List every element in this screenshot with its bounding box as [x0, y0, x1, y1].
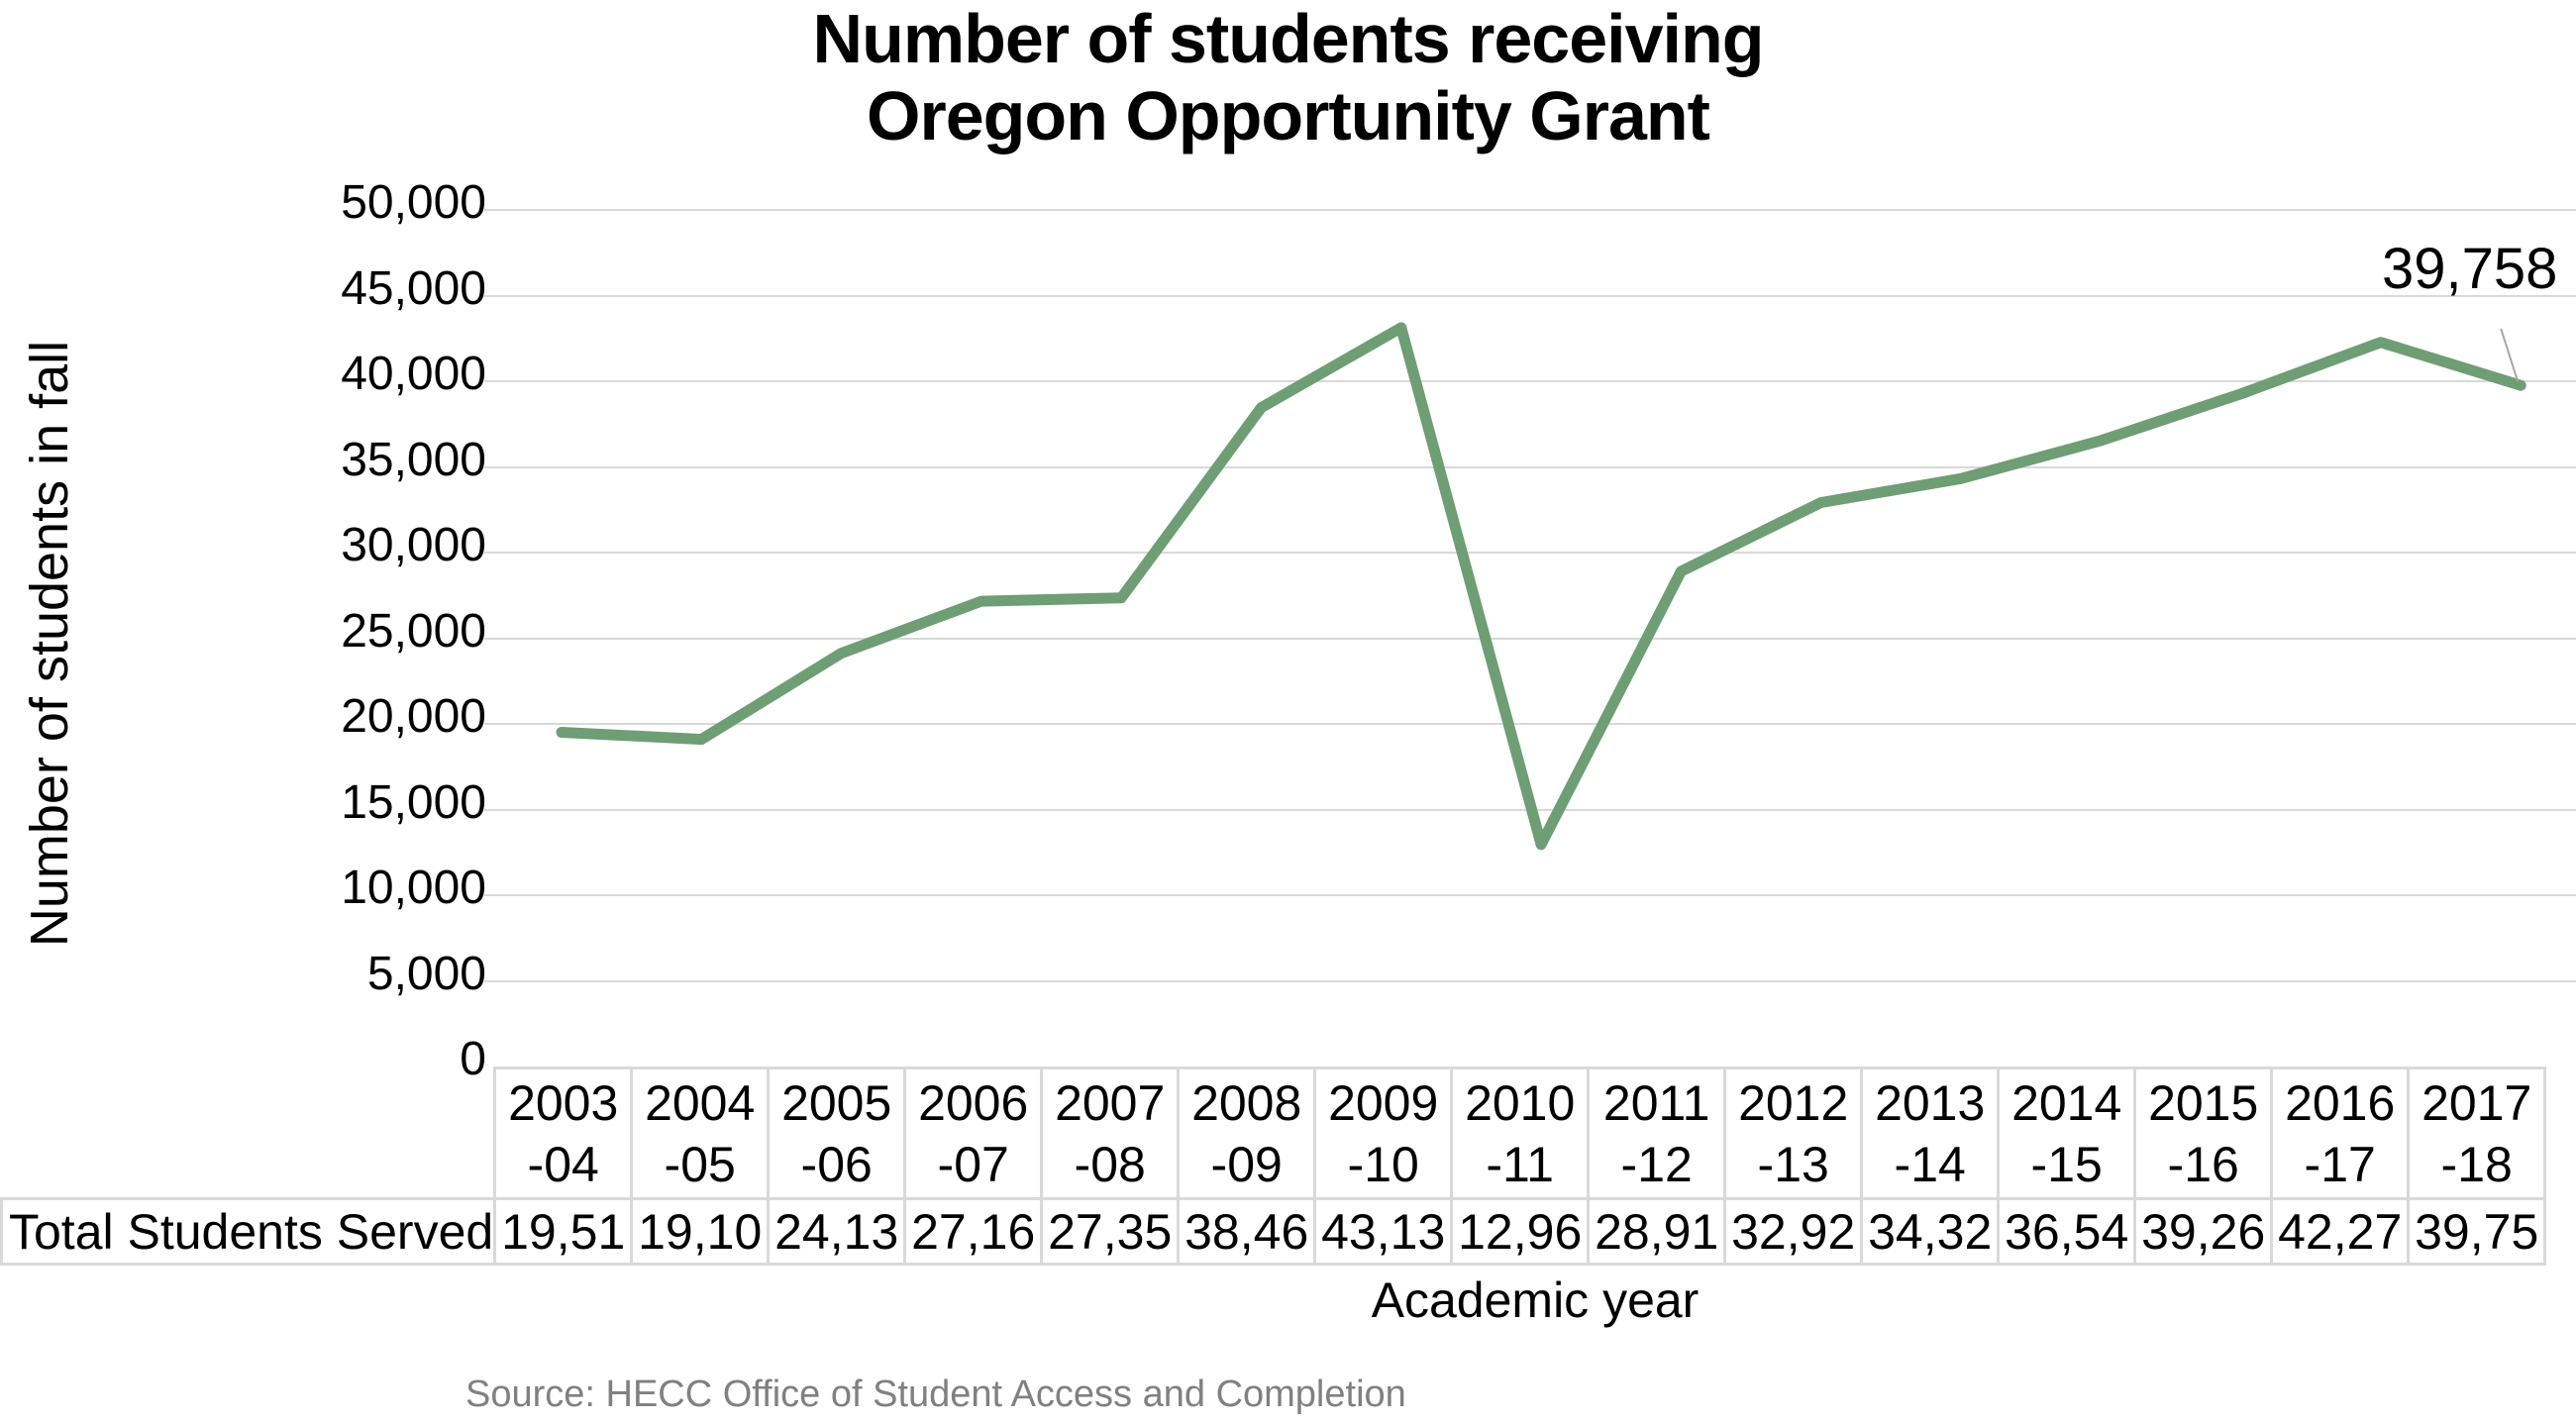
category-header: 2007 -08 — [1040, 1067, 1181, 1200]
category-suffix: -04 — [527, 1136, 599, 1192]
table-value-cell: 12,96 — [1450, 1197, 1591, 1266]
category-suffix: -18 — [2440, 1136, 2513, 1192]
category-year: 2012 — [1738, 1074, 1849, 1131]
category-suffix: -10 — [1347, 1136, 1419, 1192]
data-table-value-row: Total Students Served 19,51 19,10 24,13 27,… — [0, 1197, 2547, 1266]
gridline — [484, 637, 2576, 640]
x-axis-title: Academic year — [1371, 1272, 1700, 1328]
category-suffix: -07 — [937, 1136, 1009, 1192]
gridline — [484, 465, 2576, 468]
category-year: 2006 — [918, 1074, 1029, 1131]
category-suffix: -12 — [1620, 1136, 1693, 1192]
table-value-cell: 19,10 — [630, 1197, 771, 1266]
category-year: 2011 — [1602, 1074, 1710, 1131]
y-tick-label: 20,000 — [341, 690, 486, 743]
category-year: 2010 — [1465, 1074, 1576, 1131]
category-header: 2010 -11 — [1450, 1067, 1591, 1200]
table-value-cell: 39,75 — [2407, 1197, 2547, 1266]
y-tick-label: 30,000 — [341, 519, 486, 571]
source-note: Source: HECC Office of Student Access an… — [465, 1373, 1406, 1415]
table-value-cell: 42,27 — [2270, 1197, 2411, 1266]
category-year: 2005 — [781, 1074, 892, 1131]
y-tick-label: 10,000 — [341, 862, 486, 914]
table-value-cell: 36,54 — [1997, 1197, 2137, 1266]
data-table: 2003 -04 2004 -05 2005 -06 2006 -07 2007 -08 2008-… — [0, 1067, 2547, 1266]
category-year: 2015 — [2148, 1074, 2259, 1131]
category-suffix: -15 — [2030, 1136, 2103, 1192]
category-header: 2012 -13 — [1723, 1067, 1864, 1200]
category-header: 2011 -12 — [1587, 1067, 1727, 1200]
category-suffix: -16 — [2167, 1136, 2239, 1192]
table-value-cell: 34,32 — [1860, 1197, 2001, 1266]
table-value-cell: 27,16 — [903, 1197, 1044, 1266]
category-header: 2015 -16 — [2133, 1067, 2274, 1200]
y-tick-label: 40,000 — [341, 348, 486, 400]
category-year: 2014 — [2011, 1074, 2122, 1131]
table-value-cell: 32,92 — [1723, 1197, 1864, 1266]
data-label-last: 39,758 — [2382, 237, 2558, 301]
category-year: 2003 — [508, 1074, 619, 1131]
category-suffix: -08 — [1074, 1136, 1146, 1192]
y-tick-label: 25,000 — [341, 604, 486, 658]
category-header: 2003 -04 — [493, 1067, 634, 1200]
y-tick-label: 50,000 — [341, 176, 486, 229]
category-header: 2006 -07 — [903, 1067, 1044, 1200]
y-tick-label: 5,000 — [366, 947, 486, 1000]
row-label: Total Students Served — [0, 1197, 497, 1266]
gridline — [484, 552, 2576, 554]
title-line-1: Number of students receiving — [812, 0, 1765, 77]
gridline — [484, 294, 2576, 297]
category-suffix: -11 — [1486, 1136, 1554, 1192]
category-year: 2017 — [2421, 1074, 2532, 1131]
gridline — [484, 723, 2576, 725]
category-year: 2007 — [1055, 1074, 1166, 1131]
gridline — [484, 979, 2576, 982]
category-year: 2009 — [1328, 1074, 1439, 1131]
category-suffix: -09 — [1210, 1136, 1283, 1192]
y-tick-label: 15,000 — [341, 775, 486, 829]
table-corner — [1, 1067, 495, 1200]
category-header: 2005 -06 — [767, 1067, 907, 1200]
table-value-cell: 43,13 — [1313, 1197, 1454, 1266]
category-header: 2014 -15 — [1997, 1067, 2137, 1200]
category-year: 2016 — [2285, 1074, 2396, 1131]
data-table-header-row: 2003 -04 2004 -05 2005 -06 2006 -07 2007 -08 2008-… — [1, 1067, 2547, 1200]
table-value-cell: 27,35 — [1040, 1197, 1181, 1266]
table-value-cell: 19,51 — [493, 1197, 634, 1266]
series-line — [556, 322, 2526, 851]
category-suffix: -13 — [1757, 1136, 1829, 1192]
category-suffix: -05 — [664, 1136, 736, 1192]
category-suffix: -14 — [1894, 1136, 1966, 1192]
table-value-cell: 28,91 — [1587, 1197, 1727, 1266]
gridline — [484, 209, 2576, 211]
category-header: 2004 -05 — [630, 1067, 771, 1200]
gridline — [484, 894, 2576, 896]
table-value-cell: 24,13 — [767, 1197, 907, 1266]
category-year: 2004 — [645, 1074, 756, 1131]
table-value-cell: 39,26 — [2133, 1197, 2274, 1266]
y-tick-label: 45,000 — [341, 261, 486, 315]
category-header: 2017 -18 — [2407, 1067, 2547, 1200]
category-suffix: -17 — [2304, 1136, 2376, 1192]
category-header: 2009 -10 — [1313, 1067, 1454, 1200]
gridline — [484, 380, 2576, 382]
table-value-cell: 38,46 — [1177, 1197, 1317, 1266]
category-year: 2013 — [1875, 1074, 1986, 1131]
category-header: 2013 -14 — [1860, 1067, 2001, 1200]
category-year: 2008 — [1191, 1074, 1302, 1131]
title-line-2: Oregon Opportunity Grant — [867, 77, 1710, 154]
data-label-leader — [2500, 328, 2520, 382]
y-tick-label: 35,000 — [341, 433, 486, 486]
chart-title: Number of students receiving Oregon Oppo… — [0, 0, 2576, 154]
category-suffix: -06 — [800, 1136, 873, 1192]
category-header: 2008 -09 — [1177, 1067, 1317, 1200]
category-header: 2016 -17 — [2270, 1067, 2411, 1200]
